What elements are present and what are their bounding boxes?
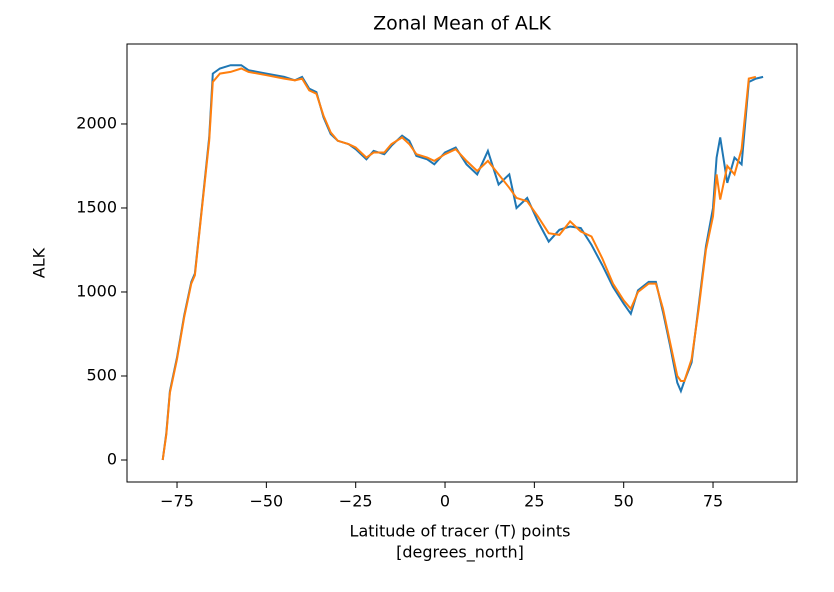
y-tick-label: 500 xyxy=(86,365,117,384)
x-axis-label: Latitude of tracer (T) points xyxy=(350,522,571,541)
plot-frame xyxy=(126,43,798,483)
x-tick-label: 0 xyxy=(440,492,450,511)
y-tick-label: 1500 xyxy=(76,197,117,216)
y-tick-label: 1000 xyxy=(76,281,117,300)
x-axis-label: [degrees_north] xyxy=(396,543,524,563)
x-tick-label: 75 xyxy=(703,492,723,511)
y-tick-label: 2000 xyxy=(76,113,117,132)
y-axis-label: ALK xyxy=(30,247,49,278)
x-tick-label: −50 xyxy=(249,492,283,511)
x-tick-label: −75 xyxy=(160,492,194,511)
x-tick-label: 25 xyxy=(524,492,544,511)
x-tick-label: −25 xyxy=(339,492,373,511)
data-line xyxy=(161,67,757,461)
data-line xyxy=(161,64,764,461)
chart-title: Zonal Mean of ALK xyxy=(373,13,551,35)
y-tick-label: 0 xyxy=(107,449,117,468)
x-tick-label: 50 xyxy=(614,492,634,511)
